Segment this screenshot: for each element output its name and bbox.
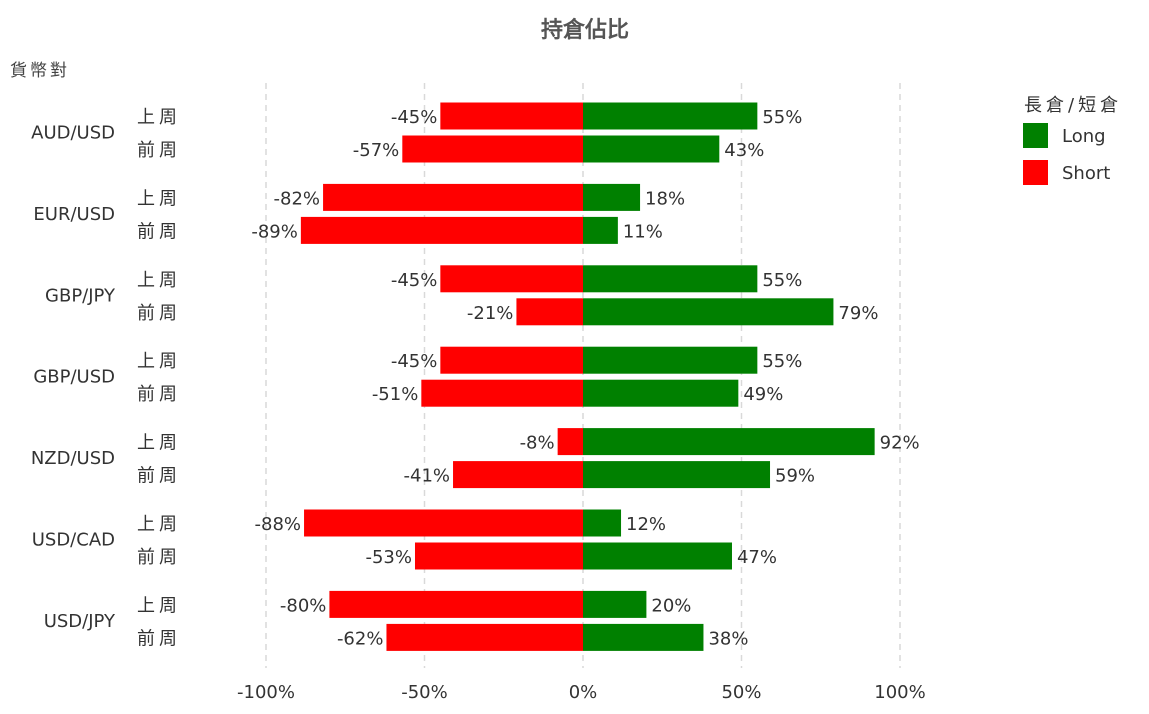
long-value-label: 11% — [623, 221, 663, 242]
currency-pair-label: GBP/USD — [33, 367, 115, 388]
short-bar — [386, 623, 583, 651]
short-bar — [421, 379, 583, 407]
legend-title: 長倉/短倉 — [1024, 95, 1122, 116]
short-value-label: -80% — [280, 595, 327, 616]
week-label: 前周 — [137, 221, 181, 242]
short-value-label: -82% — [274, 188, 321, 209]
long-value-label: 43% — [724, 140, 764, 161]
grid-lines — [265, 83, 901, 668]
long-value-label: 55% — [762, 270, 802, 291]
long-bar — [583, 216, 618, 244]
week-label: 上周 — [137, 351, 181, 372]
short-bar — [440, 265, 583, 293]
short-bar — [304, 509, 583, 537]
week-label: 上周 — [137, 107, 181, 128]
x-axis-ticks: -100% -50% 0% 50% 100% — [237, 682, 926, 703]
short-value-label: -8% — [520, 433, 555, 454]
long-value-label: 55% — [762, 351, 802, 372]
long-bar — [583, 461, 771, 489]
week-label: 上周 — [137, 595, 181, 616]
week-label: 上周 — [137, 270, 181, 291]
short-value-label: -62% — [337, 628, 384, 649]
short-bar — [402, 135, 583, 163]
x-tick-label: -50% — [401, 682, 448, 703]
currency-pair-label: EUR/USD — [33, 204, 115, 225]
chart-title: 持倉佔比 — [541, 17, 629, 43]
currency-pair-label: NZD/USD — [31, 448, 115, 469]
long-value-label: 59% — [775, 466, 815, 487]
short-value-label: -45% — [391, 351, 438, 372]
short-value-label: -57% — [353, 140, 400, 161]
long-value-label: 79% — [838, 303, 878, 324]
long-value-label: 38% — [708, 628, 748, 649]
legend-swatch-long — [1023, 123, 1048, 148]
currency-pair-label: USD/JPY — [44, 611, 116, 632]
short-value-label: -45% — [391, 107, 438, 128]
short-bar — [516, 298, 583, 326]
short-value-label: -53% — [365, 547, 412, 568]
long-bar — [583, 623, 704, 651]
long-bar — [583, 265, 758, 293]
short-value-label: -89% — [251, 221, 298, 242]
long-value-label: 12% — [626, 514, 666, 535]
long-value-label: 18% — [645, 188, 685, 209]
short-value-label: -41% — [404, 466, 451, 487]
x-tick-label: 50% — [721, 682, 761, 703]
week-label: 前周 — [137, 628, 181, 649]
week-label: 前周 — [137, 384, 181, 405]
long-bar — [583, 135, 720, 163]
x-tick-label: 100% — [874, 682, 925, 703]
short-bar — [557, 428, 583, 456]
long-value-label: 55% — [762, 107, 802, 128]
long-value-label: 49% — [743, 384, 783, 405]
short-value-label: -51% — [372, 384, 419, 405]
x-tick-label: -100% — [237, 682, 295, 703]
long-value-label: 92% — [880, 433, 920, 454]
long-bar — [583, 298, 834, 326]
long-bar — [583, 428, 875, 456]
week-label: 前周 — [137, 547, 181, 568]
legend-swatch-short — [1023, 160, 1048, 185]
long-value-label: 20% — [651, 595, 691, 616]
week-label: 上周 — [137, 188, 181, 209]
category-labels: AUD/USD上周前周EUR/USD上周前周GBP/JPY上周前周GBP/USD… — [31, 107, 181, 649]
long-bar — [583, 379, 739, 407]
short-value-label: -21% — [467, 303, 514, 324]
short-value-label: -88% — [255, 514, 302, 535]
long-bar — [583, 590, 647, 618]
currency-pair-label: AUD/USD — [31, 123, 115, 144]
short-bar — [414, 542, 583, 570]
short-bar — [440, 102, 583, 130]
week-label: 前周 — [137, 466, 181, 487]
long-value-label: 47% — [737, 547, 777, 568]
x-tick-label: 0% — [569, 682, 598, 703]
long-bar — [583, 509, 622, 537]
currency-pair-label: GBP/JPY — [45, 285, 116, 306]
week-label: 前周 — [137, 140, 181, 161]
currency-pair-label: USD/CAD — [32, 530, 115, 551]
short-value-label: -45% — [391, 270, 438, 291]
bars: -45% 55% -57% 43% -82% 18% -89% 11% -45% 55% -21% 7… — [251, 102, 920, 651]
week-label: 上周 — [137, 433, 181, 454]
long-bar — [583, 346, 758, 374]
week-label: 上周 — [137, 514, 181, 535]
week-label: 前周 — [137, 303, 181, 324]
y-axis-label: 貨幣對 — [10, 61, 70, 81]
legend-label-short: Short — [1062, 163, 1110, 184]
long-bar — [583, 542, 732, 570]
short-bar — [323, 183, 583, 211]
short-bar — [329, 590, 583, 618]
long-bar — [583, 183, 641, 211]
long-bar — [583, 102, 758, 130]
short-bar — [440, 346, 583, 374]
legend-label-long: Long — [1062, 126, 1106, 147]
legend: 長倉/短倉 Long Short — [1023, 95, 1122, 185]
short-bar — [300, 216, 583, 244]
short-bar — [453, 461, 583, 489]
